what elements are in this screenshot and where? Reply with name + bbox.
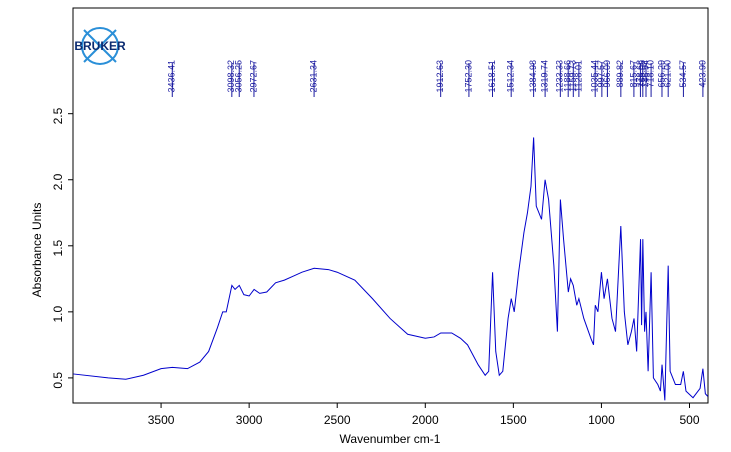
peak-label: 656.29 <box>656 60 666 88</box>
peak-label: 1384.98 <box>528 60 538 93</box>
y-tick-label: 0.5 <box>51 372 65 389</box>
peak-label: 1752.30 <box>463 60 473 93</box>
y-tick-label: 2.5 <box>51 107 65 124</box>
peak-label: 534.57 <box>678 60 688 88</box>
peak-label: 3056.25 <box>234 60 244 93</box>
x-tick-label: 1000 <box>588 413 615 427</box>
peak-label: 2631.34 <box>308 60 318 93</box>
peak-label: 1512.34 <box>506 60 516 93</box>
logo-text: BRUKER <box>74 39 126 53</box>
peak-label: 1912.63 <box>435 60 445 93</box>
spectrum-line <box>73 137 709 401</box>
logo: BRUKER <box>74 27 126 65</box>
peak-label: 3098.32 <box>226 60 236 93</box>
peak-label: 765.05 <box>637 60 647 88</box>
peak-label: 1035.44 <box>590 60 600 93</box>
x-tick-label: 3500 <box>148 413 175 427</box>
peak-label: 966.09 <box>602 60 612 88</box>
x-axis-label: Wavenumber cm-1 <box>340 432 441 446</box>
peak-label: 1128.01 <box>573 60 583 92</box>
peak-label: 1618.51 <box>487 60 497 93</box>
y-axis-label: Absorbance Units <box>30 203 44 298</box>
y-tick-label: 1.5 <box>51 239 65 256</box>
x-tick-label: 2000 <box>412 413 439 427</box>
peak-label: 889.82 <box>615 60 625 88</box>
logo-ring <box>81 27 119 65</box>
peak-label: 1188.66 <box>563 60 573 92</box>
x-tick-label: 1500 <box>500 413 527 427</box>
y-tick-label: 2.0 <box>51 173 65 190</box>
peak-label: 997.57 <box>596 60 606 88</box>
peak-label: 746.94 <box>640 60 650 88</box>
x-tick-label: 2500 <box>324 413 351 427</box>
peak-label: 2972.67 <box>248 60 258 93</box>
x-tick-label: 3000 <box>236 413 263 427</box>
plot-frame <box>72 7 709 404</box>
peak-label: 621.00 <box>663 60 673 88</box>
peak-label: 1159.73 <box>568 60 578 92</box>
peak-label: 3436.41 <box>167 60 177 93</box>
peak-label: 718.10 <box>645 60 655 88</box>
x-tick-label: 500 <box>679 413 699 427</box>
peak-label: 815.67 <box>628 60 638 88</box>
y-tick-label: 1.0 <box>51 306 65 323</box>
peak-label: 1319.74 <box>539 60 549 93</box>
logo-stroke <box>83 29 117 63</box>
peak-label: 778.68 <box>635 60 645 88</box>
peak-label: 423.99 <box>697 60 707 88</box>
peak-label: 1233.33 <box>555 60 565 93</box>
